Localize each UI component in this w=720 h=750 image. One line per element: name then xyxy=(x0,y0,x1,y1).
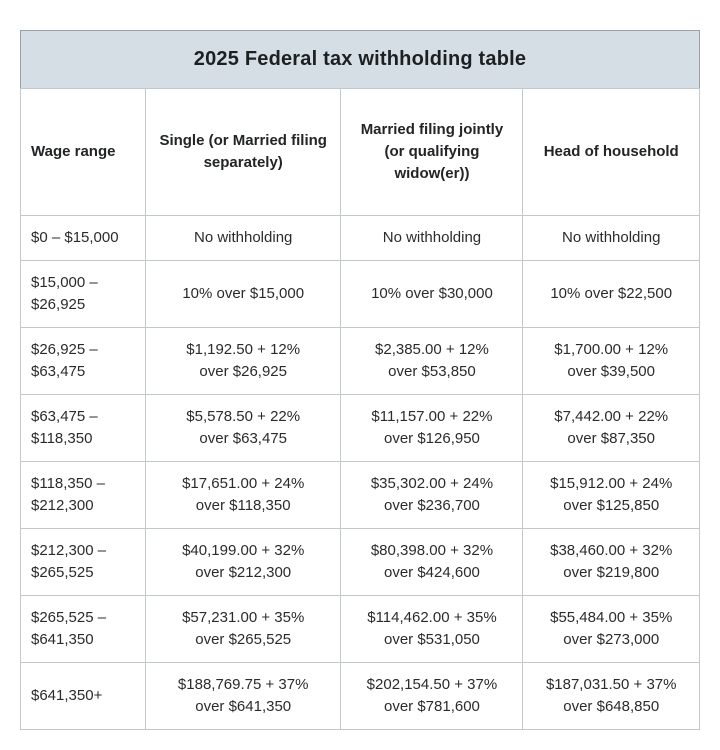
header-row: Wage range Single (or Married filing sep… xyxy=(20,88,700,216)
withholding-table: Wage range Single (or Married filing sep… xyxy=(20,88,700,730)
cell-married-jointly: 10% over $30,000 xyxy=(340,260,524,328)
cell-single: $5,578.50 + 22% over $63,475 xyxy=(144,394,342,462)
table-row: $641,350+ $188,769.75 + 37% over $641,35… xyxy=(20,662,700,730)
cell-wage-range: $63,475 – $118,350 xyxy=(20,394,146,462)
cell-head-of-household: No withholding xyxy=(522,215,700,261)
cell-single: 10% over $15,000 xyxy=(144,260,342,328)
cell-married-jointly: $35,302.00 + 24% over $236,700 xyxy=(340,461,524,529)
cell-head-of-household: $38,460.00 + 32% over $219,800 xyxy=(522,528,700,596)
cell-wage-range: $265,525 – $641,350 xyxy=(20,595,146,663)
cell-wage-range: $15,000 – $26,925 xyxy=(20,260,146,328)
cell-head-of-household: $15,912.00 + 24% over $125,850 xyxy=(522,461,700,529)
table-row: $265,525 – $641,350 $57,231.00 + 35% ove… xyxy=(20,595,700,663)
column-header-married-filing-jointly: Married filing jointly (or qualifying wi… xyxy=(340,88,524,216)
cell-wage-range: $0 – $15,000 xyxy=(20,215,146,261)
cell-single: $188,769.75 + 37% over $641,350 xyxy=(144,662,342,730)
cell-single: $40,199.00 + 32% over $212,300 xyxy=(144,528,342,596)
table-row: $15,000 – $26,925 10% over $15,000 10% o… xyxy=(20,260,700,328)
table-title: 2025 Federal tax withholding table xyxy=(193,48,527,70)
cell-wage-range: $26,925 – $63,475 xyxy=(20,327,146,395)
table-title-bar: 2025 Federal tax withholding table xyxy=(20,30,700,88)
column-header-wage-range: Wage range xyxy=(20,88,146,216)
cell-married-jointly: $11,157.00 + 22% over $126,950 xyxy=(340,394,524,462)
cell-single: $17,651.00 + 24% over $118,350 xyxy=(144,461,342,529)
cell-head-of-household: $55,484.00 + 35% over $273,000 xyxy=(522,595,700,663)
tax-withholding-table: 2025 Federal tax withholding table Wage … xyxy=(20,30,700,730)
column-header-single: Single (or Married filing separately) xyxy=(144,88,342,216)
cell-single: $1,192.50 + 12% over $26,925 xyxy=(144,327,342,395)
column-header-head-of-household: Head of household xyxy=(522,88,700,216)
cell-head-of-household: $7,442.00 + 22% over $87,350 xyxy=(522,394,700,462)
cell-wage-range: $641,350+ xyxy=(20,662,146,730)
cell-wage-range: $212,300 – $265,525 xyxy=(20,528,146,596)
cell-married-jointly: No withholding xyxy=(340,215,524,261)
cell-single: No withholding xyxy=(144,215,342,261)
cell-head-of-household: 10% over $22,500 xyxy=(522,260,700,328)
table-row: $63,475 – $118,350 $5,578.50 + 22% over … xyxy=(20,394,700,462)
table-row: $212,300 – $265,525 $40,199.00 + 32% ove… xyxy=(20,528,700,596)
table-row: $26,925 – $63,475 $1,192.50 + 12% over $… xyxy=(20,327,700,395)
cell-married-jointly: $202,154.50 + 37% over $781,600 xyxy=(340,662,524,730)
cell-wage-range: $118,350 – $212,300 xyxy=(20,461,146,529)
table-row: $0 – $15,000 No withholding No withholdi… xyxy=(20,215,700,261)
cell-married-jointly: $2,385.00 + 12% over $53,850 xyxy=(340,327,524,395)
cell-single: $57,231.00 + 35% over $265,525 xyxy=(144,595,342,663)
cell-head-of-household: $1,700.00 + 12% over $39,500 xyxy=(522,327,700,395)
table-row: $118,350 – $212,300 $17,651.00 + 24% ove… xyxy=(20,461,700,529)
cell-married-jointly: $114,462.00 + 35% over $531,050 xyxy=(340,595,524,663)
cell-married-jointly: $80,398.00 + 32% over $424,600 xyxy=(340,528,524,596)
cell-head-of-household: $187,031.50 + 37% over $648,850 xyxy=(522,662,700,730)
